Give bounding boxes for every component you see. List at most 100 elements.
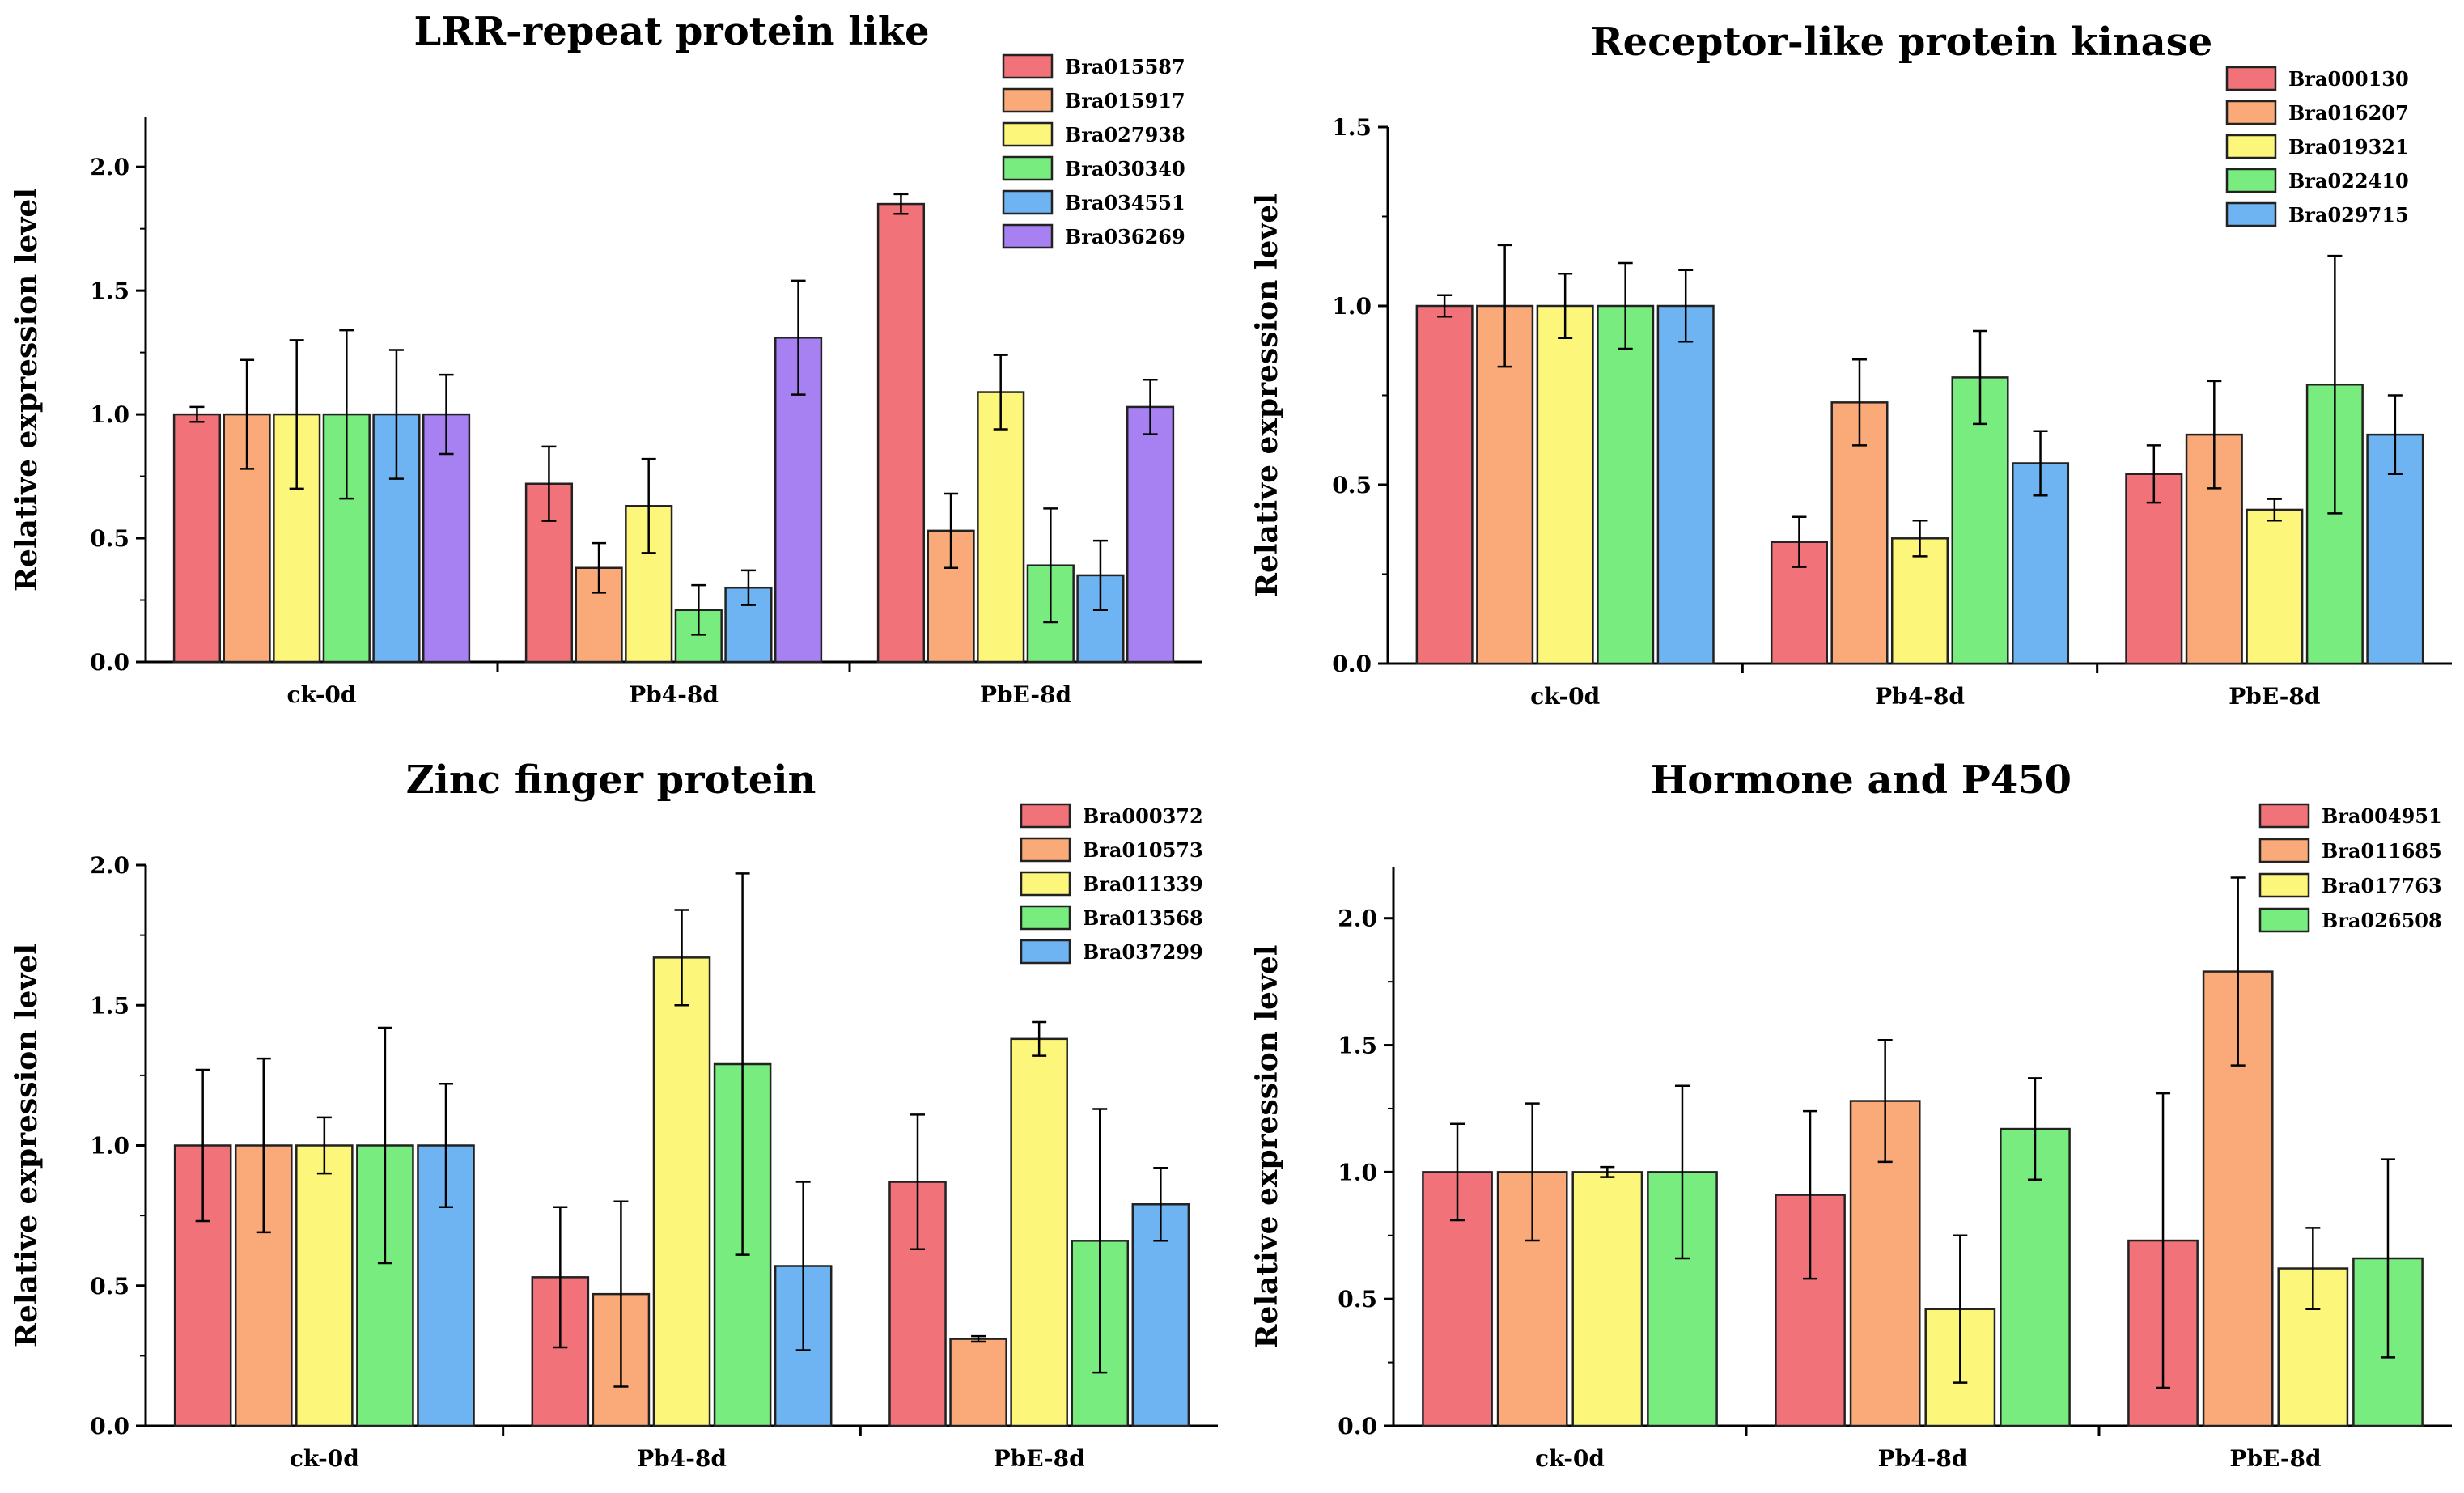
x-category-label: Pb4-8d (1875, 683, 1965, 710)
y-tick-label: 2.0 (90, 154, 129, 180)
legend-swatch (2225, 66, 2277, 91)
bar (2185, 433, 2243, 665)
legend-swatch (1020, 871, 1071, 897)
x-category-label: PbE-8d (2229, 1445, 2321, 1472)
legend-label: Bra027938 (1065, 123, 1185, 146)
y-tick-label: 1.5 (90, 992, 129, 1019)
legend-label: Bra000372 (1083, 804, 1203, 828)
legend-swatch (1020, 803, 1071, 829)
x-category-label: ck-0d (287, 681, 357, 708)
legend-swatch (1020, 939, 1071, 965)
x-category-label: PbE-8d (994, 1445, 1085, 1472)
bar (1126, 405, 1175, 664)
legend-swatch (2225, 168, 2277, 193)
x-category-label: Pb4-8d (637, 1445, 727, 1472)
x-category-label: PbE-8d (2229, 683, 2320, 710)
bar (977, 391, 1025, 664)
y-tick-label: 0.5 (90, 1273, 129, 1300)
y-axis-title: Relative expression level (10, 188, 44, 592)
bar (223, 413, 271, 664)
bar (1951, 376, 2009, 665)
y-tick-label: 0.0 (1332, 651, 1372, 677)
chart-panel: Zinc finger protein Relative expression l… (10, 757, 1218, 1472)
bar (652, 956, 711, 1427)
y-axis-title: Relative expression level (10, 944, 44, 1347)
y-tick-label: 1.5 (1332, 114, 1372, 141)
legend-swatch (1002, 223, 1054, 249)
legend-label: Bra030340 (1065, 157, 1185, 180)
bar (2125, 473, 2183, 665)
y-tick-label: 0.5 (1338, 1286, 1377, 1313)
bar (2246, 508, 2304, 665)
chart-title: Hormone and P450 (1651, 757, 2072, 803)
x-category-label: Pb4-8d (1878, 1445, 1968, 1472)
y-tick-label: 0.5 (1332, 472, 1372, 498)
legend-swatch (1002, 87, 1054, 113)
legend-label: Bra011339 (1083, 872, 1203, 896)
y-tick-label: 0.0 (90, 1413, 129, 1440)
y-tick-label: 0.0 (1338, 1413, 1377, 1440)
legend-label: Bra015917 (1065, 89, 1185, 112)
legend-swatch (1020, 837, 1071, 863)
legend-label: Bra037299 (1083, 940, 1203, 964)
legend-label: Bra004951 (2322, 804, 2442, 828)
bar (422, 413, 471, 664)
legend-label: Bra019321 (2288, 135, 2409, 159)
legend-label: Bra022410 (2288, 169, 2409, 193)
chart-title: LRR-repeat protein like (413, 9, 929, 54)
legend-swatch (1002, 189, 1054, 215)
y-tick-label: 1.0 (1332, 293, 1372, 320)
legend-swatch (1002, 121, 1054, 147)
y-tick-label: 1.0 (1338, 1159, 1377, 1185)
legend-label: Bra013568 (1083, 906, 1203, 930)
x-category-label: ck-0d (290, 1445, 359, 1472)
legend-label: Bra000130 (2288, 67, 2409, 91)
bar (172, 413, 222, 664)
x-category-label: ck-0d (1530, 683, 1600, 710)
y-tick-label: 2.0 (90, 852, 129, 879)
legend-swatch (2225, 100, 2277, 125)
legend-swatch (1020, 905, 1071, 931)
bar (1597, 304, 1655, 665)
legend-label: Bra016207 (2288, 101, 2409, 125)
x-category-label: PbE-8d (980, 681, 1071, 708)
legend-swatch (1002, 53, 1054, 79)
chart-title: Zinc finger protein (406, 757, 816, 803)
bar (1571, 1171, 1643, 1427)
legend-swatch (1002, 155, 1054, 181)
legend-label: Bra011685 (2322, 839, 2442, 863)
legend-label: Bra017763 (2322, 874, 2442, 897)
y-tick-label: 1.5 (90, 278, 129, 304)
legend-label: Bra036269 (1065, 225, 1185, 248)
bar (949, 1338, 1007, 1427)
legend-swatch (2258, 838, 2310, 863)
legend-label: Bra010573 (1083, 838, 1203, 862)
legend-label: Bra015587 (1065, 55, 1185, 78)
x-category-label: ck-0d (1535, 1445, 1605, 1472)
y-tick-label: 1.0 (90, 1133, 129, 1160)
legend-swatch (2225, 134, 2277, 159)
chart-panel: Receptor-like protein kinase Relative exp… (1250, 19, 2452, 710)
bar (1656, 304, 1715, 665)
legend-label: Bra034551 (1065, 191, 1185, 214)
y-axis-title: Relative expression level (1250, 945, 1284, 1349)
bar (1536, 304, 1594, 665)
bar (1415, 304, 1474, 665)
legend-swatch (2258, 907, 2310, 933)
y-axis-title: Relative expression level (1250, 193, 1284, 597)
y-tick-label: 1.5 (1338, 1033, 1377, 1059)
x-category-label: Pb4-8d (629, 681, 719, 708)
y-tick-label: 2.0 (1338, 906, 1377, 932)
bar (273, 413, 321, 664)
legend-label: Bra029715 (2288, 203, 2409, 227)
chart-title: Receptor-like protein kinase (1591, 19, 2213, 65)
legend-swatch (2258, 872, 2310, 898)
chart-panel: LRR-repeat protein like Relative expressi… (10, 9, 1202, 708)
chart-panel: Hormone and P450 Relative expression leve… (1250, 757, 2452, 1472)
bar (888, 1181, 947, 1427)
y-tick-label: 1.0 (90, 401, 129, 428)
legend-swatch (2258, 803, 2310, 829)
legend-label: Bra026508 (2322, 909, 2442, 932)
legend-swatch (2225, 201, 2277, 227)
y-tick-label: 0.5 (90, 525, 129, 552)
